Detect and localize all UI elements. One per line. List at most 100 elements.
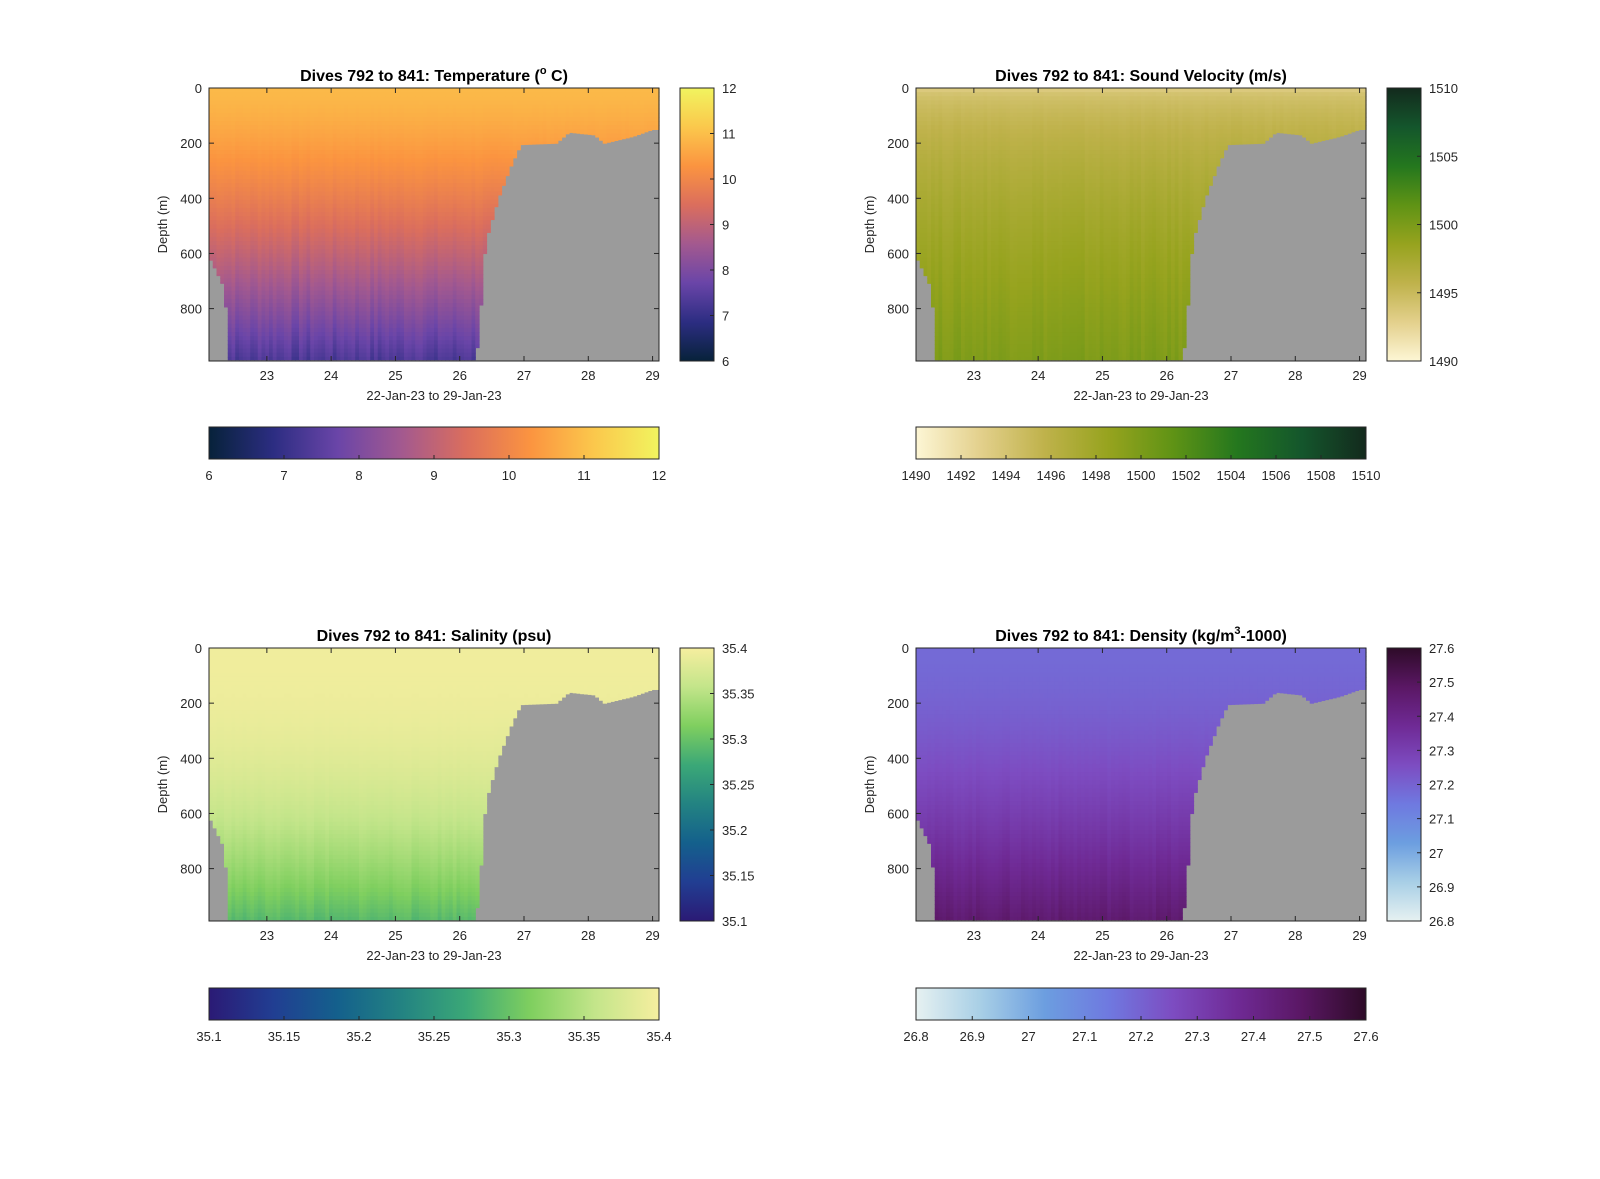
heatmap-cell	[411, 137, 416, 143]
heatmap-cell	[336, 220, 341, 226]
heatmap-cell	[366, 261, 371, 267]
heatmap-cell	[295, 253, 300, 259]
heatmap-cell	[460, 203, 465, 209]
heatmap-cell	[362, 228, 368, 234]
heatmap-cell	[276, 270, 281, 275]
heatmap-cell	[344, 212, 349, 217]
heatmap-cell	[314, 286, 319, 292]
heatmap-cell	[359, 332, 364, 337]
heatmap-cell	[250, 303, 255, 308]
heatmap-cell	[329, 129, 334, 135]
heatmap-cell	[482, 154, 488, 159]
heatmap-cell	[430, 92, 435, 97]
heatmap-cell	[220, 183, 225, 188]
heatmap-cell	[246, 311, 251, 317]
heatmap-cell	[374, 311, 379, 317]
heatmap-cell	[362, 307, 368, 312]
heatmap-cell	[396, 274, 401, 279]
heatmap-cell	[479, 294, 484, 300]
heatmap-cell	[216, 265, 221, 271]
heatmap-cell	[437, 303, 443, 308]
heatmap-cell	[325, 92, 330, 97]
heatmap-cell	[430, 311, 435, 317]
heatmap-cell	[227, 245, 233, 250]
heatmap-cell	[302, 216, 308, 221]
heatmap-cell	[456, 158, 461, 164]
heatmap-cell	[359, 112, 364, 118]
heatmap-cell	[460, 344, 465, 350]
heatmap-cell	[261, 92, 266, 97]
heatmap-cell	[392, 241, 398, 246]
heatmap-cell	[287, 220, 293, 226]
heatmap-cell	[239, 332, 244, 337]
heatmap-cell	[467, 150, 473, 155]
heatmap-cell	[261, 179, 266, 184]
heatmap-cell	[509, 104, 514, 110]
heatmap-cell	[216, 191, 221, 197]
heatmap-cell	[359, 274, 364, 279]
heatmap-cell	[239, 125, 244, 130]
heatmap-cell	[351, 286, 356, 292]
heatmap-cell	[340, 162, 345, 168]
heatmap-cell	[242, 298, 248, 304]
heatmap-cell	[370, 145, 375, 151]
heatmap-cell	[400, 162, 405, 168]
heatmap-cell	[265, 216, 270, 221]
heatmap-cell	[377, 228, 383, 234]
heatmap-cell	[302, 100, 308, 106]
heatmap-cell	[355, 232, 360, 238]
heatmap-cell	[377, 220, 383, 226]
heatmap-cell	[452, 257, 458, 263]
heatmap-cell	[374, 137, 379, 143]
heatmap-cell	[329, 100, 334, 106]
heatmap-cell	[261, 232, 266, 238]
heatmap-cell	[392, 290, 398, 296]
heatmap-cell	[445, 270, 450, 275]
heatmap-cell	[231, 352, 236, 358]
heatmap-cell	[467, 232, 473, 238]
heatmap-cell	[291, 154, 296, 159]
heatmap-cell	[344, 348, 349, 354]
heatmap-cell	[381, 236, 386, 242]
heatmap-cell	[419, 241, 424, 246]
heatmap-cell	[434, 125, 439, 130]
heatmap-cell	[452, 298, 458, 304]
heatmap-cell	[456, 344, 461, 350]
heatmap-cell	[385, 125, 390, 130]
heatmap-cell	[239, 241, 244, 246]
heatmap-cell	[295, 332, 300, 337]
heatmap-cell	[437, 253, 443, 259]
heatmap-cell	[246, 162, 251, 168]
heatmap-cell	[314, 319, 319, 325]
heatmap-cell	[321, 92, 326, 97]
heatmap-cell	[212, 257, 218, 263]
heatmap-cell	[287, 158, 293, 164]
heatmap-cell	[254, 265, 259, 271]
heatmap-cell	[287, 228, 293, 234]
heatmap-cell	[295, 270, 300, 275]
heatmap-cell	[332, 336, 338, 341]
heatmap-cell	[310, 183, 315, 188]
heatmap-cell	[486, 116, 491, 122]
heatmap-cell	[242, 199, 248, 205]
heatmap-cell	[314, 183, 319, 188]
heatmap-cell	[415, 270, 420, 275]
heatmap-cell	[254, 340, 259, 346]
heatmap-cell	[344, 220, 349, 226]
heatmap-cell	[381, 290, 386, 296]
heatmap-cell	[261, 245, 266, 250]
heatmap-cell	[434, 220, 439, 226]
heatmap-cell	[216, 195, 221, 201]
heatmap-cell	[317, 199, 323, 205]
heatmap-cell	[250, 261, 255, 267]
heatmap-cell	[396, 311, 401, 317]
heatmap-cell	[242, 137, 248, 143]
heatmap-cell	[231, 344, 236, 350]
heatmap-cell	[302, 145, 308, 151]
heatmap-cell	[490, 133, 495, 139]
heatmap-cell	[389, 257, 394, 263]
heatmap-cell	[426, 203, 431, 209]
heatmap-cell	[392, 116, 398, 122]
heatmap-cell	[366, 133, 371, 139]
heatmap-cell	[475, 216, 480, 221]
